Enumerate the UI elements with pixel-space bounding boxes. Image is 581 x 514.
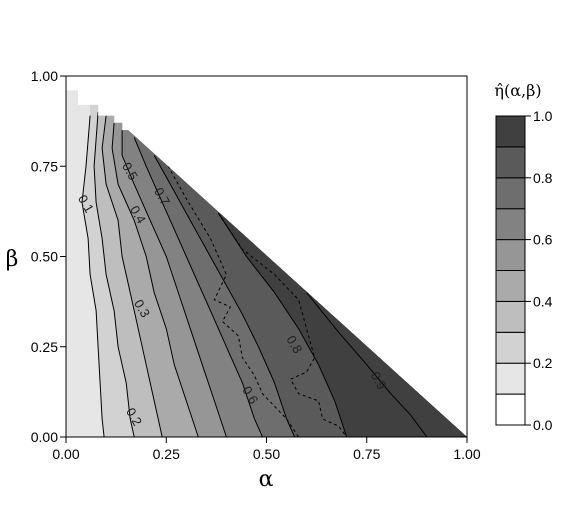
x-axis-label: α (259, 467, 274, 492)
y-tick-label: 0.50 (31, 249, 58, 265)
contour-lines (81, 112, 428, 437)
contour-line-0.1 (81, 115, 105, 437)
colorbar-tick-label: 1.0 (533, 108, 553, 124)
x-tick-label: 0.75 (353, 446, 380, 462)
contour-line-0.7 (153, 155, 296, 437)
contour-line-0.9 (306, 292, 428, 437)
colorbar-swatch (495, 239, 526, 272)
colorbar-tick-label: 0.6 (533, 232, 553, 248)
colorbar-swatch (495, 177, 526, 210)
x-tick-label: 0.50 (253, 446, 280, 462)
colorbar-swatch (495, 115, 526, 148)
contour-line-0.5 (121, 130, 227, 437)
colorbar-swatch (495, 393, 526, 426)
x-tick-label: 1.00 (453, 446, 480, 462)
colorbar-swatch (495, 270, 526, 302)
y-tick-label: 0.25 (31, 339, 58, 355)
x-tick-label: 0.25 (153, 446, 180, 462)
colorbar-tick-label: 0.4 (533, 293, 553, 309)
colorbar-swatch (495, 362, 526, 395)
colorbar-swatch (495, 208, 526, 241)
y-tick-label: 0.00 (31, 429, 58, 445)
colorbar-tick-label: 0.2 (533, 355, 553, 371)
colorbar-tick-label: 0.0 (533, 417, 553, 433)
contour-line-0.4 (111, 122, 199, 437)
colorbar-swatch (495, 331, 526, 364)
y-tick-label: 1.00 (31, 68, 58, 84)
dashed-contour-1 (161, 155, 300, 437)
contour-fills (66, 90, 467, 437)
contour-line-0.2 (93, 112, 135, 437)
colorbar-tick-label: 0.8 (533, 170, 553, 186)
colorbar-title: η̂(α,β) (494, 81, 541, 100)
colorbar-swatch (495, 146, 526, 179)
axes: 0.00 0.25 0.50 0.75 1.00 0.00 0.25 0.50 0.75 1.00 (31, 68, 481, 462)
y-axis-label: β (6, 247, 19, 272)
colorbar-swatch (495, 300, 526, 333)
contour-line-0.6 (133, 137, 263, 437)
contour-line-0.8 (217, 212, 348, 437)
contour-line-0.3 (101, 115, 163, 437)
colorbar: 0.0 0.2 0.4 0.6 0.8 1.0 (495, 108, 553, 433)
y-tick-label: 0.75 (31, 158, 58, 174)
x-tick-label: 0.00 (52, 446, 79, 462)
dashed-contour-2 (217, 212, 348, 437)
